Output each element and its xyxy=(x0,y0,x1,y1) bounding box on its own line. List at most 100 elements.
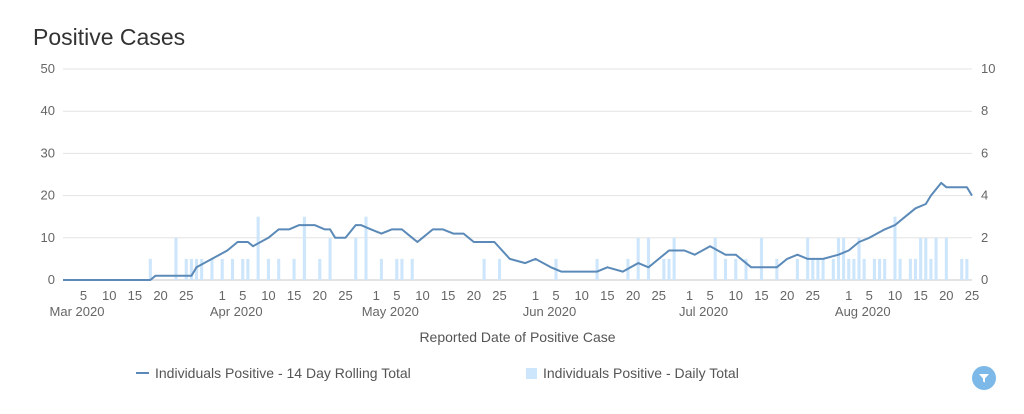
daily-total-bar xyxy=(857,237,861,280)
daily-total-bar xyxy=(672,237,676,280)
x-tick-label: 25 xyxy=(492,288,506,303)
x-tick-label: 20 xyxy=(313,288,327,303)
legend-bar-swatch xyxy=(526,367,537,379)
legend-line-swatch xyxy=(136,372,149,374)
daily-total-bar xyxy=(292,258,296,280)
x-tick-label: 10 xyxy=(574,288,588,303)
x-tick-label: 25 xyxy=(338,288,352,303)
x-month-label: May 2020 xyxy=(362,304,419,319)
daily-total-bar xyxy=(667,258,671,280)
gridlines xyxy=(63,68,972,281)
x-tick-label: 1 xyxy=(532,288,539,303)
daily-total-bar xyxy=(410,258,414,280)
y-right-tick-label: 0 xyxy=(981,272,988,287)
daily-total-bar xyxy=(831,258,835,280)
legend: Individuals Positive - 14 Day Rolling To… xyxy=(0,365,1024,389)
daily-total-bar xyxy=(924,237,928,280)
x-tick-label: 15 xyxy=(441,288,455,303)
y-right-tick-label: 8 xyxy=(981,103,988,118)
x-tick-label: 1 xyxy=(845,288,852,303)
x-tick-label: 5 xyxy=(239,288,246,303)
x-tick-label: 15 xyxy=(600,288,614,303)
daily-total-bar xyxy=(847,258,851,280)
daily-total-bar xyxy=(246,258,250,280)
daily-total-bar xyxy=(816,258,820,280)
x-tick-label: 20 xyxy=(939,288,953,303)
daily-total-bar xyxy=(723,258,728,280)
x-tick-label: 15 xyxy=(287,288,301,303)
x-tick-label: 20 xyxy=(153,288,167,303)
y-left-tick-label: 10 xyxy=(41,230,55,245)
y-right-tick-label: 10 xyxy=(981,61,995,76)
daily-total-bar xyxy=(364,216,368,280)
legend-label: Individuals Positive - 14 Day Rolling To… xyxy=(155,365,411,381)
daily-total-bar xyxy=(277,258,281,280)
y-right-tick-label: 2 xyxy=(981,230,988,245)
x-tick-label: 5 xyxy=(706,288,713,303)
daily-total-bar xyxy=(852,258,856,280)
x-tick-label: 10 xyxy=(888,288,902,303)
x-month-label: Jun 2020 xyxy=(523,304,577,319)
x-tick-label: 10 xyxy=(415,288,429,303)
x-tick-label: 25 xyxy=(179,288,193,303)
legend-item-rolling-total[interactable]: Individuals Positive - 14 Day Rolling To… xyxy=(136,365,411,381)
daily-total-bar xyxy=(734,258,738,280)
legend-label: Individuals Positive - Daily Total xyxy=(543,365,739,381)
daily-total-bar xyxy=(318,258,322,280)
daily-total-bar xyxy=(482,258,486,280)
daily-total-bar xyxy=(400,258,404,280)
daily-total-bar xyxy=(934,237,938,280)
y-right-tick-label: 4 xyxy=(981,188,988,203)
daily-total-bar xyxy=(883,258,887,280)
x-tick-label: 20 xyxy=(780,288,794,303)
y-left-tick-label: 50 xyxy=(41,61,55,76)
daily-total-bar xyxy=(379,258,383,280)
daily-total-bar xyxy=(200,258,204,280)
x-tick-label: 5 xyxy=(552,288,559,303)
x-tick-label: 5 xyxy=(393,288,400,303)
chart-title: Positive Cases xyxy=(33,24,186,50)
daily-total-bar xyxy=(184,258,188,280)
x-month-label: Mar 2020 xyxy=(50,304,105,319)
daily-total-bar xyxy=(878,258,882,280)
daily-total-bar xyxy=(908,258,912,280)
daily-total-bar xyxy=(646,237,650,280)
legend-item-daily-total[interactable]: Individuals Positive - Daily Total xyxy=(526,365,739,381)
x-axis-title: Reported Date of Positive Case xyxy=(419,329,615,345)
x-tick-label: 15 xyxy=(754,288,768,303)
filter-icon xyxy=(979,374,989,383)
x-tick-label: 5 xyxy=(80,288,87,303)
daily-total-bar xyxy=(919,237,923,280)
x-tick-label: 5 xyxy=(866,288,873,303)
rolling-total-line xyxy=(63,181,973,281)
daily-total-bar xyxy=(836,237,841,280)
daily-total-bar xyxy=(354,237,358,280)
x-tick-label: 1 xyxy=(686,288,693,303)
y-left-tick-label: 30 xyxy=(41,145,55,160)
y-left-tick-label: 0 xyxy=(48,272,55,287)
x-month-label: Apr 2020 xyxy=(210,304,263,319)
daily-total-bar xyxy=(929,258,933,280)
daily-total-bar xyxy=(913,258,918,280)
daily-total-bar xyxy=(795,258,799,280)
x-tick-label: 10 xyxy=(102,288,116,303)
daily-total-bar xyxy=(775,258,779,280)
x-tick-label: 1 xyxy=(219,288,226,303)
daily-total-bar xyxy=(821,258,825,280)
x-tick-label: 15 xyxy=(913,288,927,303)
daily-total-bar xyxy=(811,258,815,280)
daily-total-bar xyxy=(497,258,502,280)
filter-button[interactable] xyxy=(972,366,996,390)
x-tick-label: 25 xyxy=(651,288,665,303)
y-left-tick-label: 40 xyxy=(41,103,55,118)
daily-total-bar xyxy=(898,258,902,280)
daily-total-bar xyxy=(148,258,152,280)
rolling-total-path xyxy=(63,181,973,281)
daily-total-bar xyxy=(636,237,640,280)
x-tick-label: 10 xyxy=(729,288,743,303)
daily-total-bar xyxy=(395,258,399,280)
daily-total-bar xyxy=(744,258,748,280)
y-left-tick-label: 20 xyxy=(41,188,55,203)
